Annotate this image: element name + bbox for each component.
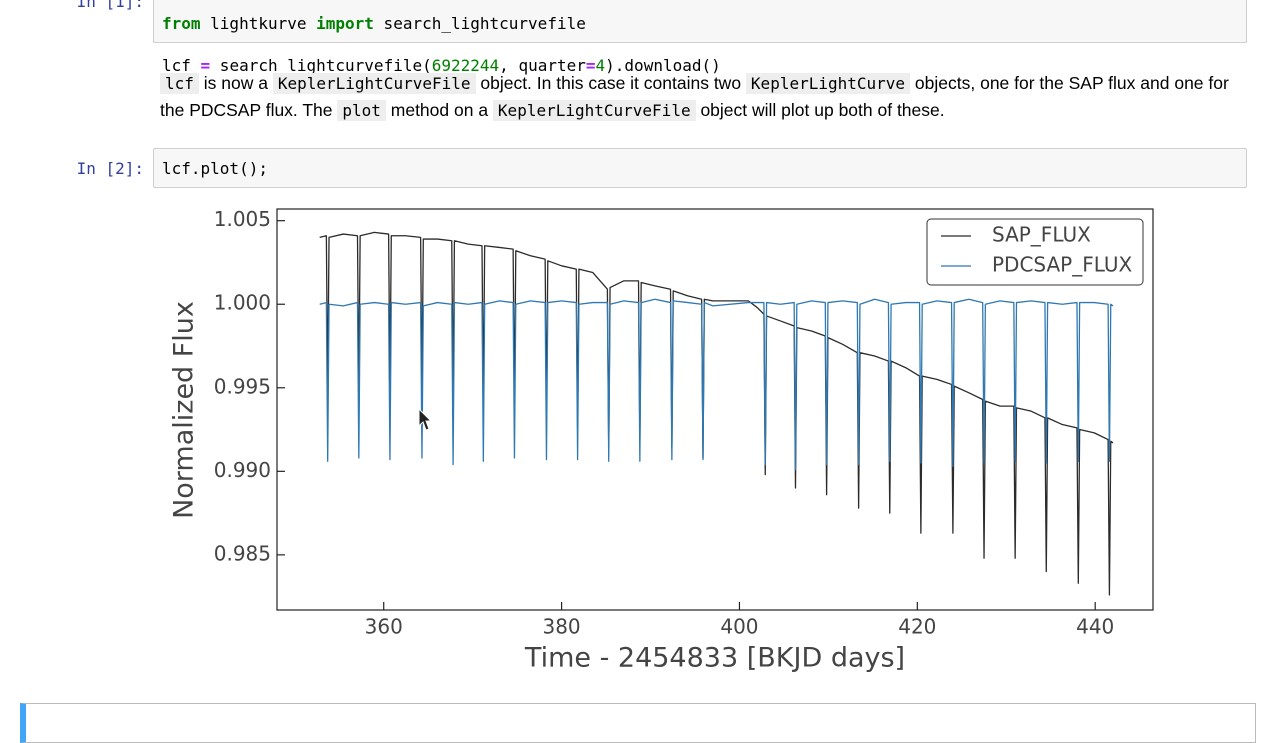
inline-code: plot <box>337 100 386 121</box>
code-token: search_lightcurvefile( <box>210 56 432 75</box>
plot-frame <box>276 208 1154 611</box>
code-token: 6922244 <box>431 56 500 75</box>
code-line: lcf = search_lightcurvefile(6922244, qua… <box>162 55 1238 76</box>
y-tick-label: 1.005 <box>214 207 271 231</box>
legend-label: SAP_FLUX <box>992 223 1091 247</box>
x-tick-label: 360 <box>365 615 403 639</box>
inline-code: lcf <box>160 73 199 94</box>
x-tick-label: 380 <box>542 615 580 639</box>
inline-code: KeplerLightCurveFile <box>272 73 476 94</box>
inline-code: KeplerLightCurve <box>745 73 911 94</box>
y-tick-label: 0.985 <box>214 541 271 565</box>
code-token: lcf.plot(); <box>162 159 268 178</box>
code-line: from lightkurve import search_lightcurve… <box>162 13 1238 34</box>
y-tick-label: 0.995 <box>214 374 271 398</box>
code-token: = <box>585 56 596 75</box>
markdown-cell: lcf is now a KeplerLightCurveFile object… <box>160 70 1245 124</box>
code-cell[interactable]: from lightkurve import search_lightcurve… <box>153 0 1247 75</box>
text: object. In this case it contains two <box>475 73 746 93</box>
text: object will plot up both of these. <box>695 100 945 120</box>
code-cell[interactable]: lcf.plot(); <box>153 148 1247 188</box>
code-token: lcf <box>162 56 201 75</box>
code-token: ).download() <box>605 56 721 75</box>
y-axis-label: Normalized Flux <box>169 301 200 519</box>
code-token: from <box>162 14 201 33</box>
text: method on a <box>385 100 493 120</box>
x-tick-label: 420 <box>898 615 936 639</box>
text: objects, one for the SAP flux and one fo… <box>160 73 1229 120</box>
text: is now a <box>198 73 273 93</box>
legend-box <box>926 218 1144 286</box>
chart: Time - 2454833 [BKJD days] Normalized Fl… <box>169 207 1154 674</box>
series-line <box>319 231 1114 596</box>
y-tick-label: 1.000 <box>214 291 271 315</box>
notebook: In [1]: from lightkurve import search_li… <box>20 0 1256 743</box>
y-tick-label: 0.990 <box>214 458 271 482</box>
x-axis-label: Time - 2454833 [BKJD days] <box>524 643 905 674</box>
cell-prompt: In [2]: <box>76 159 144 178</box>
code-token: , quarter <box>499 56 586 75</box>
cell-prompt: In [1]: <box>76 0 144 11</box>
series-line <box>319 298 1114 471</box>
inline-code: KeplerLightCurveFile <box>492 100 696 121</box>
code-token: import <box>316 14 374 33</box>
legend-label: PDCSAP_FLUX <box>992 253 1133 277</box>
x-tick-label: 400 <box>720 615 758 639</box>
code-token: search_lightcurvefile <box>373 14 586 33</box>
code-token: = <box>200 56 211 75</box>
mouse-cursor <box>418 407 433 431</box>
x-tick-label: 440 <box>1076 615 1114 639</box>
code-token: lightkurve <box>200 14 317 33</box>
code-token: 4 <box>595 56 606 75</box>
